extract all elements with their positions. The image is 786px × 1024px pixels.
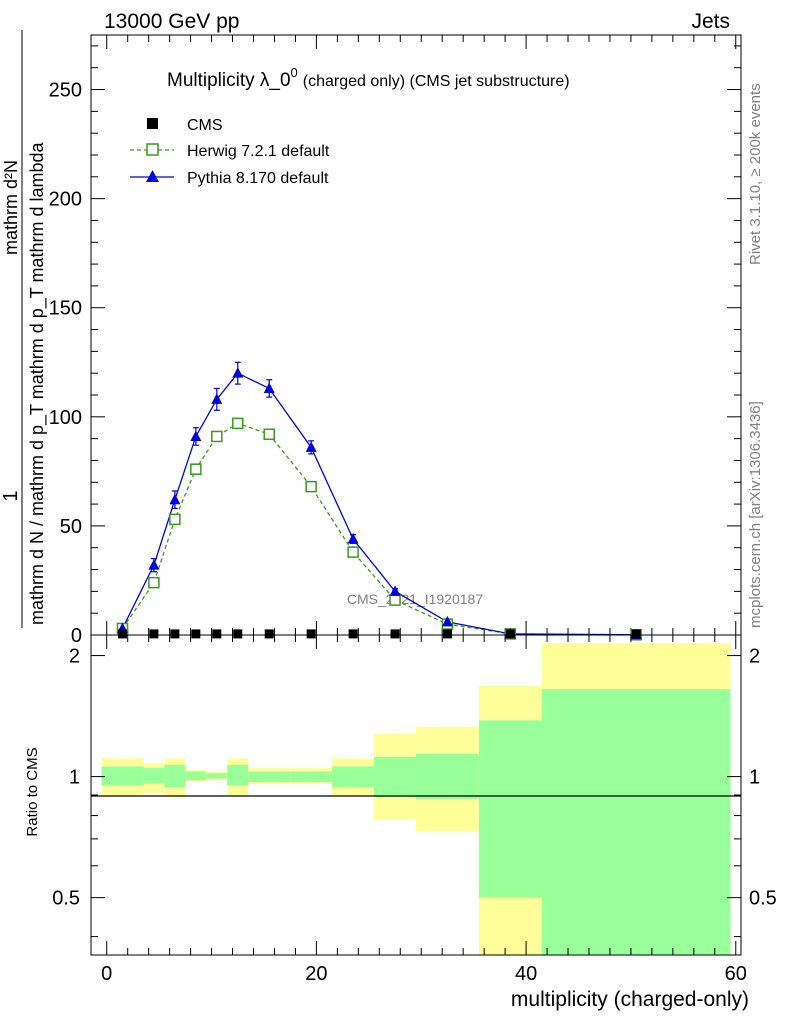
pythia-point: [263, 382, 275, 393]
ratio-y-title: Ratio to CMS: [24, 747, 41, 836]
ratio-y-tick-label: 2: [69, 646, 80, 668]
y-title-numerator: 1: [0, 490, 22, 501]
x-tick-label: 40: [515, 963, 537, 985]
herwig-point: [263, 428, 275, 441]
ratio-x-axis: 0 20 40 60: [101, 635, 747, 985]
herwig-point: [148, 576, 160, 589]
plot-title-sup: 0: [291, 65, 298, 80]
ratio-stat-band: [185, 771, 207, 781]
ratio-y-tick-label: 1: [69, 767, 80, 789]
ratio-bands: [101, 642, 731, 955]
main-plot-panel: 0 50 100 150 200 250 CMS_2021_I1920187 Multip…: [0, 30, 742, 647]
analysis-watermark: CMS_2021_I1920187: [347, 591, 483, 607]
main-y-tick-label: 250: [49, 80, 82, 102]
herwig-point: [232, 417, 244, 430]
ratio-stat-band: [374, 756, 416, 797]
ratio-stat-band: [290, 771, 333, 782]
ratio-stat-band: [227, 764, 249, 786]
main-y-tick-label: 200: [49, 189, 82, 211]
herwig-point: [169, 513, 181, 526]
legend-herwig-label: Herwig 7.2.1 default: [187, 143, 330, 160]
herwig-point: [211, 430, 223, 443]
main-series-group: [116, 361, 642, 641]
herwig-point: [389, 594, 401, 606]
cms-point: [631, 629, 641, 639]
ratio-stat-band: [164, 764, 186, 788]
ratio-stat-band: [248, 771, 291, 782]
ratio-y-tick-label: 0.5: [52, 888, 80, 910]
main-y-title: 1 mathrm d N / mathrm d p_T mathrm d p_T…: [0, 30, 48, 628]
header-energy: 13000 GeV pp: [104, 10, 239, 33]
cms-point: [191, 629, 201, 639]
pythia-point: [148, 559, 160, 570]
legend: CMS Herwig 7.2.1 default Pythia 8.170 de…: [130, 117, 330, 187]
ratio-y-tick-label-right: 0.5: [749, 888, 777, 910]
ratio-stat-band: [143, 768, 165, 784]
legend-herwig-marker: [146, 143, 159, 156]
plot-title-main: Multiplicity λ_0: [167, 70, 291, 91]
pythia-point: [211, 393, 223, 404]
pythia-point: [347, 533, 359, 544]
cms-point: [117, 629, 127, 639]
y-title-denominator: mathrm d N / mathrm d p_T mathrm d p_T m…: [27, 142, 48, 625]
main-y-tick-label: 0: [71, 625, 82, 647]
herwig-point: [190, 463, 202, 475]
ratio-stat-band: [416, 753, 479, 799]
plot-title-sub: (charged only) (CMS jet substructure): [303, 73, 570, 90]
pythia-point: [441, 615, 453, 627]
mcplots-label: mcplots.cern.ch [arXiv:1306.3436]: [747, 401, 764, 628]
main-y-tick-label: 150: [49, 298, 82, 320]
y-title-top: mathrm d²N: [1, 160, 21, 255]
main-y-tick-label: 100: [49, 407, 82, 429]
legend-pythia-marker: [146, 170, 159, 182]
legend-cms-marker: [147, 118, 158, 129]
ratio-stat-band: [332, 766, 375, 788]
x-axis-title: multiplicity (charged-only): [511, 988, 749, 1011]
header-category: Jets: [691, 10, 730, 33]
main-y-tick-label: 50: [60, 516, 82, 538]
cms-point: [264, 629, 274, 639]
cms-point: [442, 629, 452, 639]
ratio-stat-band: [101, 766, 144, 786]
herwig-point: [347, 546, 359, 558]
cms-point: [212, 629, 222, 639]
rivet-label: Rivet 3.1.10, ≥ 200k events: [747, 83, 764, 265]
pythia-point: [389, 585, 401, 596]
legend-pythia-label: Pythia 8.170 default: [187, 170, 329, 187]
herwig-point: [305, 480, 317, 493]
pythia-point: [305, 441, 317, 452]
pythia-point: [169, 493, 181, 505]
ratio-y-tick-label-right: 2: [749, 646, 760, 668]
ratio-stat-band: [478, 720, 542, 898]
pythia-point: [232, 367, 244, 378]
x-tick-label: 20: [305, 963, 327, 985]
plot-title: Multiplicity λ_00 (charged only) (CMS jet…: [167, 65, 570, 91]
cms-point: [233, 629, 243, 639]
cms-point: [149, 629, 159, 639]
cms-point: [348, 629, 358, 639]
x-tick-label: 60: [725, 963, 747, 985]
legend-cms-label: CMS: [187, 117, 223, 134]
main-y-axis: 0 50 100 150 200 250: [49, 45, 741, 647]
ratio-y-axis: 0.5 0.5 1 1 2 2: [52, 646, 777, 938]
ratio-stat-band: [206, 773, 228, 779]
cms-point: [505, 629, 515, 639]
ratio-plot-panel: 0.5 0.5 1 1 2 2 0 20 40 60 Ratio to CMS multipli…: [24, 634, 777, 1011]
pythia-point: [190, 430, 202, 441]
cms-point: [306, 629, 316, 639]
x-tick-label: 0: [101, 963, 112, 985]
cms-point: [170, 629, 180, 639]
cms-point: [390, 629, 400, 639]
ratio-y-tick-label-right: 1: [749, 767, 760, 789]
ratio-stat-band: [541, 689, 731, 955]
